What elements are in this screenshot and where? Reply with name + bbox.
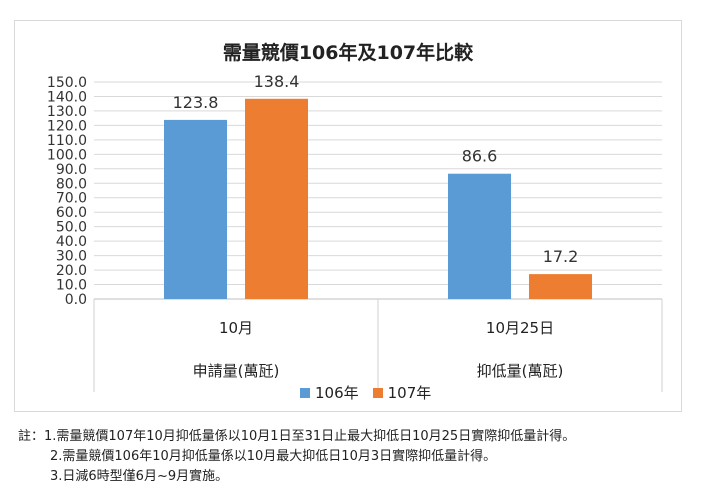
footnote-3: 3.日減6時型僅6月~9月實施。 [50,469,229,484]
y-tick-label: 0.0 [65,292,87,308]
group-label: 抑低量(萬瓩) [477,362,564,380]
y-tick-label: 20.0 [56,263,87,279]
data-label: 17.2 [543,247,579,266]
y-tick-label: 100.0 [47,147,87,163]
y-tick-label: 130.0 [47,104,87,120]
bar-106 [448,173,511,299]
legend-label-106: 106年 [315,384,359,402]
legend-label-107: 107年 [387,384,432,402]
legend-swatch-106 [300,387,310,398]
bar-107 [529,274,592,299]
y-tick-label: 70.0 [56,191,87,207]
legend-item-107: 107年 [372,382,432,403]
footnote-1: 註：1.需量競價107年10月抑低量係以10月1日至31日止最大抑低日10月25… [18,429,576,444]
data-label: 138.4 [254,72,300,91]
bar-107 [245,98,308,299]
data-label: 86.6 [462,147,498,166]
y-tick-label: 10.0 [56,278,87,294]
x-tick-label: 10月 [219,319,253,337]
bar-106 [164,119,227,299]
footnote-2: 2.需量競價106年10月抑低量係以10月最大抑低日10月3日實際抑低量計得。 [50,449,497,464]
y-tick-label: 140.0 [47,89,87,105]
chart-title: 需量競價106年及107年比較 [222,42,474,64]
y-tick-label: 50.0 [56,220,87,236]
x-tick-label: 10月25日 [486,319,554,337]
group-label: 申請量(萬瓩) [193,362,280,380]
y-tick-label: 40.0 [56,234,87,250]
y-tick-label: 60.0 [56,205,87,221]
y-tick-label: 120.0 [47,118,87,134]
y-tick-label: 90.0 [56,162,87,178]
chart-frame [14,20,682,412]
y-tick-label: 30.0 [56,249,87,265]
y-tick-label: 80.0 [56,176,87,192]
legend-item-106: 106年 [300,382,359,403]
data-label: 123.8 [173,93,219,112]
legend-swatch-107 [372,387,383,398]
chart-legend: 106年 107年 [300,382,445,403]
y-tick-label: 110.0 [47,133,87,149]
footnotes: 註：1.需量競價107年10月抑低量係以10月1日至31日止最大抑低日10月25… [18,427,575,487]
y-tick-label: 150.0 [47,75,87,91]
